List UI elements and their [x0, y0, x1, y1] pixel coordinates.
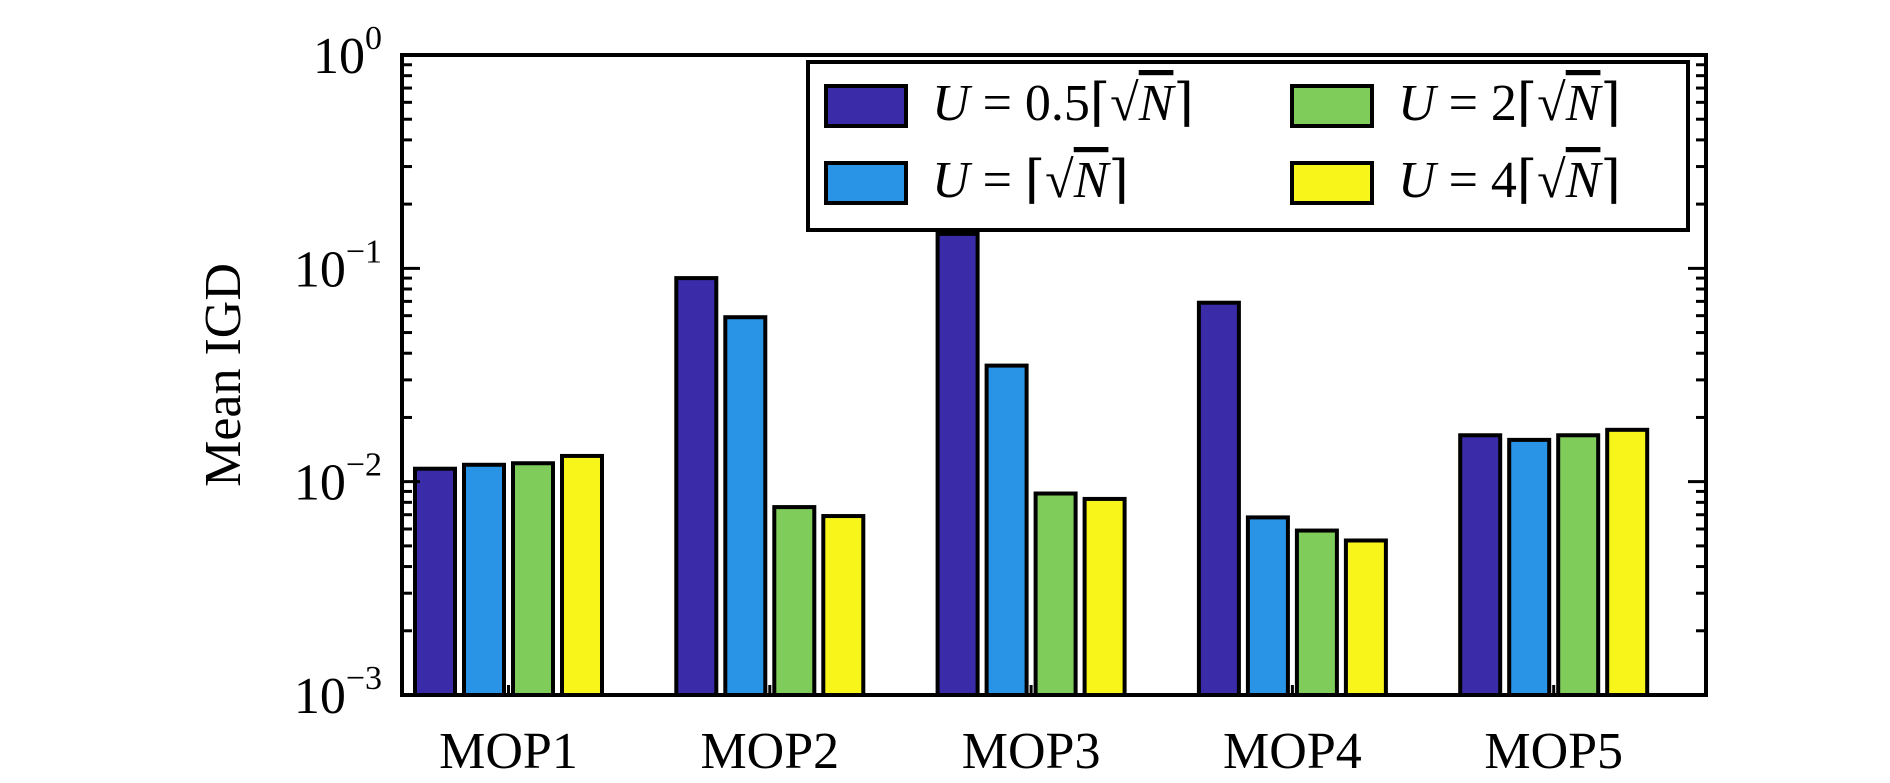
y-tick-label: 100	[313, 20, 382, 85]
legend-item-4: U = 4⌈√N⌉	[1290, 152, 1621, 209]
legend-swatch	[1290, 161, 1374, 205]
y-tick-label: 10−1	[294, 233, 382, 298]
legend-swatch	[1290, 84, 1374, 128]
bars-layer	[413, 231, 1650, 698]
legend: U = 0.5⌈√N⌉ U = ⌈√N⌉ U = 2⌈√N⌉ U = 4⌈√N⌉	[806, 60, 1690, 232]
bar-mop5-series-2	[1507, 437, 1552, 698]
x-tick-label: MOP1	[439, 723, 578, 780]
y-axis-label: Mean IGD	[195, 263, 252, 487]
bar-mop2-series-2	[723, 315, 768, 697]
legend-label: U = 2⌈√N⌉	[1398, 75, 1621, 132]
bar-mop3-series-2	[984, 363, 1029, 697]
x-tick-labels: MOP1 MOP2 MOP3 MOP4 MOP5	[439, 723, 1623, 780]
x-tick-label: MOP2	[700, 723, 839, 780]
bar-mop2-series-3	[772, 505, 817, 698]
bar-mop5-series-4	[1605, 427, 1650, 697]
bar-mop3-series-4	[1082, 496, 1127, 697]
x-tick-label: MOP3	[962, 723, 1101, 780]
bar-mop1-series-1	[413, 466, 457, 698]
legend-label: U = 4⌈√N⌉	[1398, 152, 1621, 209]
bar-mop4-series-3	[1294, 528, 1339, 697]
legend-swatch	[824, 84, 908, 128]
legend-item-1: U = 0.5⌈√N⌉	[824, 75, 1194, 132]
bar-mop4-series-4	[1343, 538, 1388, 697]
y-tick-labels: 10−3 10−2 10−1 100	[294, 20, 382, 725]
legend-item-3: U = 2⌈√N⌉	[1290, 75, 1621, 132]
bar-mop1-series-3	[511, 461, 555, 697]
bar-mop2-series-4	[821, 514, 866, 697]
bar-mop1-series-2	[462, 462, 506, 697]
bar-mop3-series-1	[935, 231, 980, 697]
x-tick-label: MOP5	[1484, 723, 1623, 780]
plot-frame	[400, 53, 1708, 697]
bar-mop3-series-3	[1033, 491, 1078, 698]
bar-mop4-series-1	[1196, 300, 1241, 697]
legend-label: U = ⌈√N⌉	[932, 152, 1129, 209]
bar-mop2-series-1	[674, 276, 719, 697]
x-tick-label: MOP4	[1223, 723, 1362, 780]
bar-mop5-series-3	[1556, 433, 1601, 697]
bar-mop5-series-1	[1458, 433, 1503, 697]
y-tick-label: 10−3	[294, 660, 382, 725]
legend-swatch	[824, 161, 908, 205]
legend-item-2: U = ⌈√N⌉	[824, 152, 1129, 209]
y-tick-label: 10−2	[294, 447, 382, 512]
legend-label: U = 0.5⌈√N⌉	[932, 75, 1194, 132]
bar-mop1-series-4	[560, 453, 604, 697]
bar-mop4-series-2	[1245, 515, 1290, 697]
legend-box	[806, 60, 1690, 232]
